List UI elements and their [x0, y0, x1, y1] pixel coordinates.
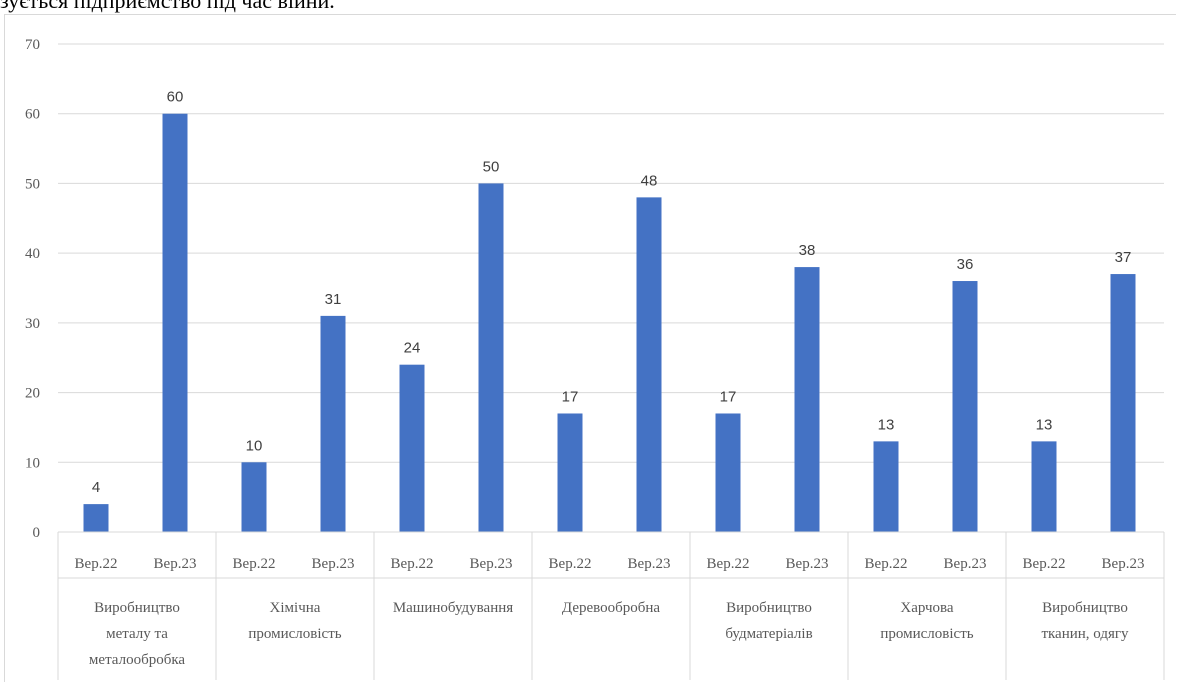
data-label: 48 [641, 172, 658, 189]
category-label: металообробка [89, 652, 185, 668]
bar [715, 413, 741, 532]
data-label: 17 [720, 388, 737, 405]
y-tick-label: 30 [25, 316, 40, 332]
category-label: промисловість [880, 626, 973, 642]
period-label: Вер.23 [470, 556, 513, 572]
data-label: 13 [1036, 416, 1053, 433]
category-label: Виробництво [94, 600, 180, 616]
x-axis: Вер.22 Вер.23 Виробництво металу та металооб… [57, 531, 1165, 680]
bar [1031, 441, 1057, 532]
category-label: будматеріалів [725, 626, 812, 642]
period-label: Вер.23 [944, 556, 987, 572]
period-label: Вер.23 [786, 556, 829, 572]
period-label: Вер.23 [154, 556, 197, 572]
y-tick-label: 0 [33, 525, 41, 541]
bar [320, 315, 346, 532]
period-label: Вер.22 [707, 556, 750, 572]
data-label: 36 [957, 256, 974, 273]
bar [636, 197, 662, 532]
data-labels: 4 60 10 31 24 50 17 48 17 38 13 36 13 37 [92, 89, 1132, 496]
bar [162, 113, 188, 532]
data-label: 13 [878, 416, 895, 433]
y-tick-label: 70 [25, 37, 40, 53]
period-label: Вер.22 [233, 556, 276, 572]
period-label: Вер.22 [75, 556, 118, 572]
bar [83, 504, 109, 532]
bar [557, 413, 583, 532]
data-label: 24 [404, 340, 421, 357]
period-label: Вер.23 [628, 556, 671, 572]
y-tick-label: 10 [25, 455, 40, 471]
bar [1110, 274, 1136, 532]
category-label: Машинобудування [393, 600, 513, 616]
chart-frame [4, 14, 1176, 682]
bar [478, 183, 504, 532]
period-label: Вер.22 [1023, 556, 1066, 572]
period-label: Вер.23 [1102, 556, 1145, 572]
period-label: Вер.23 [312, 556, 355, 572]
category-label: Хімічна [270, 600, 321, 616]
y-tick-label: 60 [25, 107, 40, 123]
category-label: промисловість [248, 626, 341, 642]
data-label: 10 [246, 437, 263, 454]
category-label: Деревообробна [562, 600, 661, 616]
y-tick-label: 20 [25, 386, 40, 402]
bar [241, 462, 267, 532]
data-label: 4 [92, 479, 100, 496]
category-label: металу та [106, 626, 168, 642]
bar [399, 364, 425, 532]
category-label: Виробництво [1042, 600, 1128, 616]
y-axis: 0 10 20 30 40 50 60 70 [25, 37, 40, 541]
category-label: Харчова [900, 600, 954, 616]
data-label: 60 [167, 89, 184, 106]
y-tick-label: 50 [25, 176, 40, 192]
data-label: 50 [483, 158, 500, 175]
period-label: Вер.22 [549, 556, 592, 572]
data-label: 31 [325, 291, 342, 308]
category-label: Виробництво [726, 600, 812, 616]
data-label: 17 [562, 388, 579, 405]
data-label: 38 [799, 242, 816, 259]
bar [952, 281, 978, 532]
category-label: тканин, одягу [1041, 626, 1129, 642]
period-label: Вер.22 [865, 556, 908, 572]
gridlines [58, 43, 1164, 463]
bar [794, 267, 820, 532]
bars [83, 113, 1136, 532]
page-text-fragment: зується підприємство під час війни. [0, 0, 335, 13]
bar [873, 441, 899, 532]
data-label: 37 [1115, 249, 1132, 266]
period-label: Вер.22 [391, 556, 434, 572]
y-tick-label: 40 [25, 246, 40, 262]
